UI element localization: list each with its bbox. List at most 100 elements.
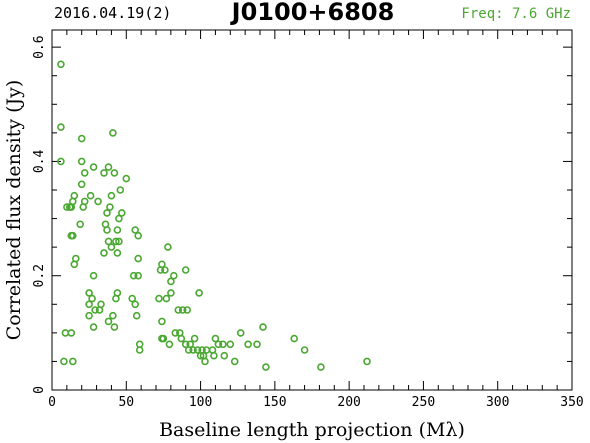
data-point <box>113 289 122 297</box>
data-point <box>211 334 220 343</box>
x-tick-label: 0 <box>48 395 56 410</box>
data-point <box>67 329 76 337</box>
data-point <box>89 271 98 280</box>
data-point <box>193 346 202 354</box>
data-point <box>72 254 80 263</box>
data-point <box>85 300 93 309</box>
x-tick-label: 150 <box>263 395 286 410</box>
data-point <box>189 346 197 354</box>
x-tick-label: 200 <box>337 395 360 410</box>
data-point <box>317 363 325 371</box>
data-point <box>162 294 171 303</box>
data-point <box>104 163 113 171</box>
data-point <box>118 209 126 217</box>
data-point <box>181 340 190 349</box>
x-tick-label: 50 <box>118 395 134 410</box>
data-point <box>122 174 131 183</box>
x-tick-label: 350 <box>560 395 583 410</box>
data-point <box>112 237 120 246</box>
data-point <box>89 163 98 171</box>
data-point <box>135 346 144 354</box>
data-point <box>164 243 172 251</box>
data-point <box>178 306 187 314</box>
data-point <box>69 357 77 366</box>
data-point <box>128 294 136 303</box>
plot-frame <box>51 29 573 391</box>
x-axis-label: Baseline length projection (Mλ) <box>159 419 465 441</box>
data-point <box>262 363 270 371</box>
data-point <box>104 237 113 246</box>
data-point <box>177 334 186 343</box>
data-point <box>100 169 108 177</box>
data-point <box>210 351 218 360</box>
data-point <box>86 191 95 200</box>
data-point <box>129 271 138 280</box>
data-point <box>236 329 245 337</box>
data-point <box>159 334 168 343</box>
data-point <box>134 271 142 280</box>
data-point <box>80 169 89 177</box>
data-point <box>195 289 203 297</box>
data-point <box>85 311 93 320</box>
data-point <box>113 249 122 257</box>
data-point <box>253 340 261 349</box>
data-point <box>57 157 65 166</box>
data-point <box>134 254 142 263</box>
data-point <box>158 317 166 326</box>
data-point <box>290 334 299 343</box>
data-point <box>244 340 252 349</box>
data-point <box>167 289 175 297</box>
observation-date: 2016.04.19(2) <box>54 4 171 22</box>
data-point <box>115 214 123 223</box>
data-point <box>109 311 117 320</box>
data-point <box>167 277 175 286</box>
data-point <box>103 209 111 217</box>
data-point <box>226 340 235 349</box>
data-point <box>110 323 119 331</box>
data-point <box>134 231 142 240</box>
data-point <box>181 266 190 274</box>
data-point <box>107 243 116 251</box>
data-point <box>259 323 267 331</box>
axis-ticks <box>51 30 573 391</box>
data-point <box>183 306 191 314</box>
data-point <box>155 294 163 303</box>
data-point <box>230 357 239 366</box>
data-point <box>131 300 139 309</box>
data-point <box>110 169 119 177</box>
data-point <box>63 203 71 211</box>
data-point <box>363 357 371 366</box>
data-point <box>220 351 229 360</box>
data-point <box>158 260 166 269</box>
data-point <box>109 129 117 137</box>
data-point <box>77 157 86 166</box>
tick-labels: 0 50 100 150 200 250 300 350 0 0.2 0.4 0.6 <box>32 35 584 410</box>
x-tick-label: 300 <box>486 395 509 410</box>
data-points <box>57 60 371 371</box>
data-point <box>115 237 123 246</box>
data-point <box>186 340 194 349</box>
data-point <box>76 220 84 229</box>
data-point <box>60 357 68 366</box>
data-point <box>103 226 111 234</box>
data-point <box>113 226 122 234</box>
data-point <box>100 249 108 257</box>
data-point <box>104 317 113 326</box>
data-point <box>88 294 96 303</box>
data-point <box>131 226 139 234</box>
y-axis-label: Correlated flux density (Jy) <box>3 80 25 341</box>
data-point <box>170 271 178 280</box>
y-tick-label: 0.2 <box>32 264 47 287</box>
data-point <box>61 329 70 337</box>
x-tick-label: 250 <box>412 395 435 410</box>
data-point <box>77 134 86 143</box>
data-point <box>165 340 174 349</box>
data-point <box>57 123 65 131</box>
data-point <box>300 346 309 354</box>
data-point <box>80 197 89 206</box>
data-point <box>97 300 105 309</box>
data-point <box>91 306 99 314</box>
data-point <box>174 306 183 314</box>
data-point <box>106 203 114 211</box>
